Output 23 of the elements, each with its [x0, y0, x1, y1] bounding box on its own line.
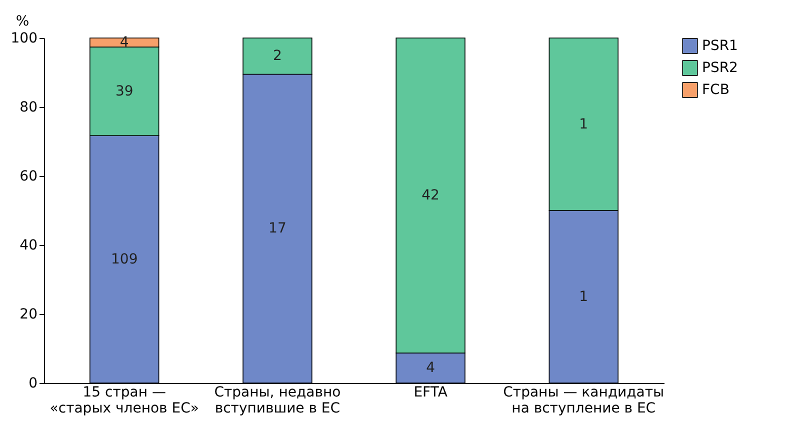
annotation: 109	[111, 251, 138, 268]
y-tick-label: 40	[20, 238, 38, 254]
annotation: 1	[579, 116, 588, 132]
annotation: 17	[268, 220, 286, 237]
y-tick-label: 20	[20, 306, 38, 322]
legend-label: PSR1	[702, 38, 738, 54]
annotation: 39	[115, 83, 134, 100]
x-tick-label: Страны, недавно вступившие в ЕС	[214, 384, 341, 416]
annotation: 4	[426, 360, 436, 376]
legend-label: PSR2	[702, 60, 738, 76]
x-tick-label: 15 стран — «старых членов ЕС»	[50, 384, 199, 416]
y-tick-label: 60	[20, 168, 38, 184]
y-tick-label: 100	[10, 30, 38, 46]
legend-label: FCB	[702, 82, 730, 98]
annotation: 1	[579, 288, 588, 305]
x-tick-label: EFTA	[414, 384, 448, 400]
x-tick-label: Страны — кандидаты на вступление в ЕС	[503, 384, 664, 416]
y-tick-label: 0	[28, 376, 38, 392]
annotation: 42	[422, 187, 440, 204]
y-tick-label: 80	[20, 100, 38, 116]
annotation: 2	[272, 48, 282, 64]
annotation: 4	[120, 34, 129, 50]
y-axis-title: %	[16, 14, 30, 30]
